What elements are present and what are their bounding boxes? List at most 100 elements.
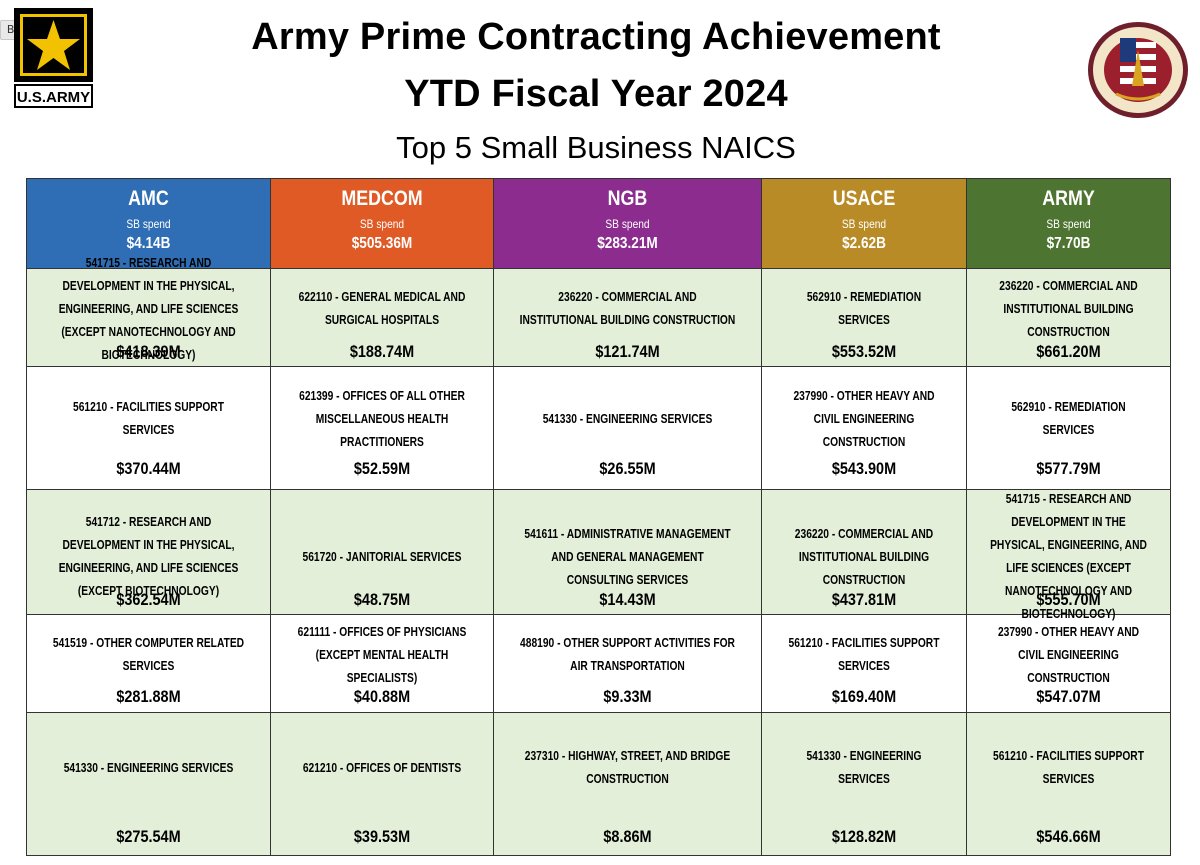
naics-description: 541712 - RESEARCH AND DEVELOPMENT IN THE… — [58, 515, 239, 598]
naics-description: 561720 - JANITORIAL SERVICES — [302, 549, 462, 564]
table-cell: 236220 - COMMERCIAL AND INSTITUTIONAL BU… — [966, 268, 1171, 367]
column-label: SB spend — [359, 217, 405, 231]
table-cell: 561210 - FACILITIES SUPPORT SERVICES $370… — [26, 366, 271, 490]
naics-description: 541330 - ENGINEERING SERVICES — [63, 760, 234, 775]
column-label: SB spend — [126, 217, 171, 231]
page-title-line-1: Army Prime Contracting Achievement — [251, 16, 941, 58]
naics-amount: $26.55M — [599, 459, 656, 478]
column-amount: $4.14B — [126, 235, 171, 252]
column-label: SB spend — [605, 217, 650, 231]
table-row: 541330 - ENGINEERING SERVICES $275.54M 621… — [26, 712, 1171, 856]
table-cell: 236220 - COMMERCIAL AND INSTITUTIONAL BU… — [761, 489, 967, 615]
header-row: AMC SB spend $4.14B MEDCOM SB spend $505… — [26, 178, 1171, 269]
table-cell: 237310 - HIGHWAY, STREET, AND BRIDGE CON… — [493, 712, 762, 856]
naics-description: 541330 - ENGINEERING SERVICES — [542, 411, 713, 426]
table-cell: 488190 - OTHER SUPPORT ACTIVITIES FOR AI… — [493, 614, 762, 713]
naics-description: 541330 - ENGINEERING SERVICES — [806, 749, 922, 786]
naics-amount: $40.88M — [353, 687, 411, 706]
naics-description: 488190 - OTHER SUPPORT ACTIVITIES FOR AI… — [520, 636, 735, 673]
naics-amount: $555.70M — [1036, 590, 1101, 609]
table-cell: 541715 - RESEARCH AND DEVELOPMENT IN THE… — [966, 489, 1171, 621]
table-row: 541712 - RESEARCH AND DEVELOPMENT IN THE… — [26, 489, 1171, 621]
naics-table: AMC SB spend $4.14B MEDCOM SB spend $505… — [26, 178, 1171, 856]
naics-amount: $188.74M — [349, 342, 415, 361]
column-name: ARMY — [1042, 187, 1095, 210]
page-title-line-2: YTD Fiscal Year 2024 — [404, 73, 788, 115]
table-cell: 541712 - RESEARCH AND DEVELOPMENT IN THE… — [26, 489, 271, 615]
column-header-amc: AMC SB spend $4.14B — [26, 178, 271, 269]
naics-amount: $52.59M — [353, 459, 411, 478]
table-cell: 541330 - ENGINEERING SERVICES $26.55M — [493, 366, 762, 490]
naics-description: 561210 - FACILITIES SUPPORT SERVICES — [993, 749, 1144, 786]
table-cell: 621210 - OFFICES OF DENTISTS $39.53M — [270, 712, 494, 856]
naics-description: 236220 - COMMERCIAL AND INSTITUTIONAL BU… — [794, 526, 934, 587]
naics-amount: $8.86M — [603, 827, 652, 846]
naics-amount: $577.79M — [1036, 459, 1101, 478]
naics-amount: $169.40M — [831, 687, 897, 706]
table-cell: 541519 - OTHER COMPUTER RELATED SERVICES… — [26, 614, 271, 713]
naics-description: 621399 - OFFICES OF ALL OTHER MISCELLANE… — [299, 388, 465, 449]
table-cell: 237990 - OTHER HEAVY AND CIVIL ENGINEERI… — [966, 614, 1171, 713]
column-amount: $505.36M — [351, 235, 413, 252]
table-cell: 621399 - OFFICES OF ALL OTHER MISCELLANE… — [270, 366, 494, 490]
column-name: USACE — [832, 187, 896, 210]
column-header-ngb: NGB SB spend $283.21M — [493, 178, 762, 269]
column-amount: $7.70B — [1046, 235, 1091, 252]
naics-description: 621111 - OFFICES OF PHYSICIANS (EXCEPT M… — [297, 624, 467, 685]
naics-description: 562910 - REMEDIATION SERVICES — [806, 290, 922, 327]
column-amount: $283.21M — [597, 235, 658, 252]
naics-amount: $362.54M — [116, 590, 181, 609]
naics-description: 561210 - FACILITIES SUPPORT SERVICES — [788, 636, 940, 673]
naics-description: 237310 - HIGHWAY, STREET, AND BRIDGE CON… — [524, 749, 731, 786]
naics-description: 562910 - REMEDIATION SERVICES — [1011, 400, 1126, 437]
department-of-the-army-seal — [1088, 22, 1188, 118]
table-cell: 541611 - ADMINISTRATIVE MANAGEMENT AND G… — [493, 489, 762, 615]
column-label: SB spend — [1046, 217, 1091, 231]
army-logo-text: U.S.ARMY — [17, 89, 90, 106]
naics-amount: $14.43M — [599, 590, 656, 609]
table-cell: 541330 - ENGINEERING SERVICES $275.54M — [26, 712, 271, 856]
naics-amount: $281.88M — [116, 687, 181, 706]
naics-amount: $543.90M — [831, 459, 897, 478]
table-cell: 541715 - RESEARCH AND DEVELOPMENT IN THE… — [26, 256, 271, 367]
column-name: MEDCOM — [341, 187, 423, 210]
table-cell: 622110 - GENERAL MEDICAL AND SURGICAL HO… — [270, 268, 494, 367]
column-name: NGB — [607, 187, 648, 210]
naics-amount: $418.39M — [116, 342, 181, 361]
table-cell: 561210 - FACILITIES SUPPORT SERVICES $546… — [966, 712, 1171, 856]
naics-amount: $121.74M — [595, 342, 660, 361]
table-cell: 561720 - JANITORIAL SERVICES $48.75M — [270, 489, 494, 615]
naics-description: 561210 - FACILITIES SUPPORT SERVICES — [73, 400, 224, 437]
naics-description: 622110 - GENERAL MEDICAL AND SURGICAL HO… — [298, 290, 466, 327]
naics-amount: $437.81M — [831, 590, 897, 609]
naics-amount: $546.66M — [1036, 827, 1101, 846]
naics-description: 621210 - OFFICES OF DENTISTS — [302, 760, 462, 775]
table-cell: 541330 - ENGINEERING SERVICES $128.82M — [761, 712, 967, 856]
naics-description: 236220 - COMMERCIAL AND INSTITUTIONAL BU… — [999, 278, 1138, 339]
naics-amount: $370.44M — [116, 459, 181, 478]
naics-description: 541715 - RESEARCH AND DEVELOPMENT IN THE… — [990, 492, 1147, 621]
naics-description: 237990 - OTHER HEAVY AND CIVIL ENGINEERI… — [997, 624, 1140, 685]
naics-description: 541519 - OTHER COMPUTER RELATED SERVICES — [52, 636, 245, 673]
column-amount: $2.62B — [842, 235, 886, 252]
us-army-logo: U.S.ARMY — [14, 8, 93, 108]
naics-amount: $48.75M — [353, 590, 411, 609]
naics-description: 541715 - RESEARCH AND DEVELOPMENT IN THE… — [58, 256, 239, 362]
naics-amount: $547.07M — [1036, 687, 1101, 706]
table-cell: 237990 - OTHER HEAVY AND CIVIL ENGINEERI… — [761, 366, 967, 490]
column-header-army: ARMY SB spend $7.70B — [966, 178, 1171, 269]
naics-description: 236220 - COMMERCIAL AND INSTITUTIONAL BU… — [519, 290, 736, 327]
table-cell: 562910 - REMEDIATION SERVICES $577.79M — [966, 366, 1171, 490]
column-label: SB spend — [841, 217, 887, 231]
table-cell: 562910 - REMEDIATION SERVICES $553.52M — [761, 268, 967, 367]
naics-amount: $39.53M — [353, 827, 411, 846]
naics-description: 237990 - OTHER HEAVY AND CIVIL ENGINEERI… — [793, 388, 935, 449]
naics-amount: $661.20M — [1036, 342, 1101, 361]
naics-amount: $9.33M — [603, 687, 652, 706]
page-subtitle: Top 5 Small Business NAICS — [396, 130, 796, 165]
naics-amount: $275.54M — [116, 827, 181, 846]
naics-amount: $553.52M — [831, 342, 897, 361]
table-cell: 621111 - OFFICES OF PHYSICIANS (EXCEPT M… — [270, 614, 494, 713]
naics-description: 541611 - ADMINISTRATIVE MANAGEMENT AND G… — [524, 526, 731, 587]
column-header-usace: USACE SB spend $2.62B — [761, 178, 967, 269]
